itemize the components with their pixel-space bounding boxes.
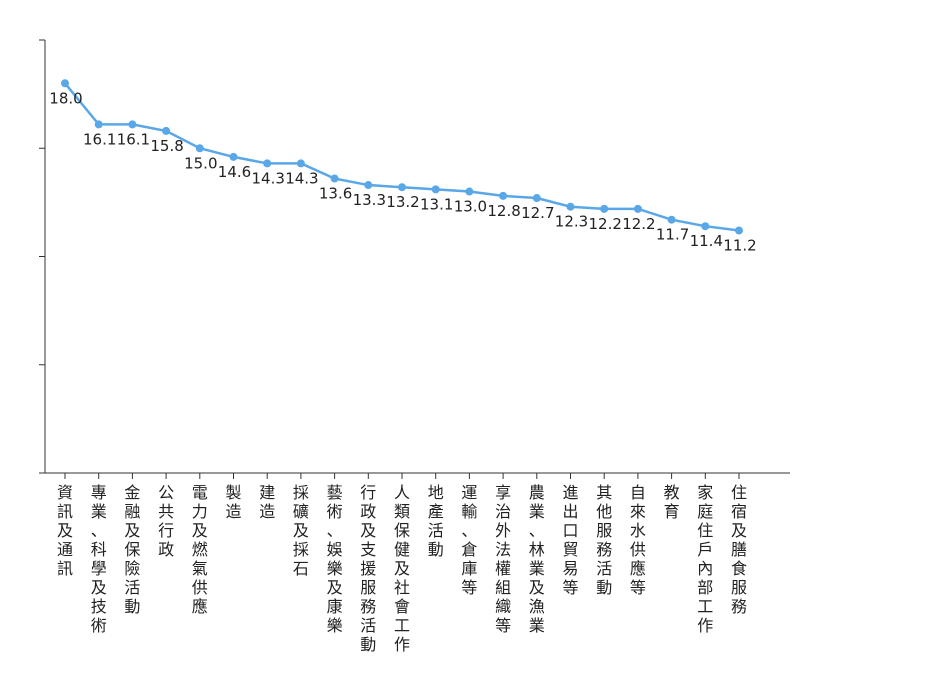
data-label: 13.3 [353,191,386,209]
data-point [499,191,508,200]
data-label: 16.1 [83,130,116,148]
data-label: 11.7 [656,226,689,244]
data-point [667,215,676,224]
x-tick-label: 住宿及膳食服務 [731,483,747,616]
data-point [532,194,541,203]
data-point [195,144,204,153]
data-point [263,159,272,168]
x-tick-label: 人類保健及社會工作 [394,483,410,654]
data-point [162,126,171,135]
x-tick-label: 製造 [225,483,241,521]
data-label: 11.2 [723,237,756,255]
x-tick-label: 教育 [664,483,680,521]
data-point [364,181,373,190]
x-tick-label: 電力及燃氣供應 [192,483,208,616]
x-tick-label: 農業、林業及漁業 [529,483,545,635]
data-point [633,204,642,213]
data-point [296,159,305,168]
axes [39,39,790,479]
data-label: 12.3 [555,213,588,231]
data-point [229,152,238,161]
data-label: 13.1 [420,195,453,213]
data-point [128,120,137,129]
data-label: 15.0 [184,154,217,172]
data-label: 14.3 [285,169,318,187]
x-tick-label: 進出口貿易等 [562,483,578,597]
data-point [431,185,440,194]
x-tick-label: 其他服務活動 [596,483,612,597]
data-label: 14.6 [218,163,251,181]
data-point [94,120,103,129]
data-label: 14.3 [251,169,284,187]
data-labels: 18.016.1 16.1 15.815.0 14.6 14.3 14.313.6 13.3… [49,89,756,254]
x-tick-label: 地產活動 [428,483,444,559]
x-tick-label: 運輸、倉庫等 [461,483,477,597]
data-label: 13.0 [454,198,487,216]
data-label: 12.7 [521,204,554,222]
data-label: 13.2 [386,193,419,211]
x-tick-label: 建造 [259,483,275,521]
x-tick-label: 專業、科學及技術 [91,483,107,635]
data-point [61,79,69,88]
data-point [566,202,575,211]
data-label: 18.0 [49,89,82,107]
x-tick-label: 行政及支援服務活動 [360,483,376,654]
data-point [330,174,339,183]
data-point [701,222,710,231]
data-label: 15.8 [150,137,183,155]
x-tick-label: 藝術、娛樂及康樂 [327,483,343,635]
x-tick-label: 自來水供應等 [630,483,646,597]
data-label: 12.8 [487,202,520,220]
series-group [61,79,743,235]
data-label: 16.1 [117,130,150,148]
data-point [465,187,474,196]
data-label: 11.4 [690,232,723,250]
data-label: 13.6 [319,185,352,203]
x-tick-label: 家庭住戶內部工作 [697,483,713,635]
x-tick-label: 金融及保險活動 [124,483,140,616]
x-tick-label: 享治外法權組織等 [495,483,511,635]
data-point [398,183,406,192]
data-point [600,204,609,213]
x-tick-label: 資訊及通訊 [57,483,73,578]
x-tick-label: 採礦及採石 [293,483,309,578]
data-point [735,226,743,235]
data-label: 12.2 [588,215,621,233]
x-tick-label: 公共行政 [158,483,174,559]
data-label: 12.2 [622,215,655,233]
